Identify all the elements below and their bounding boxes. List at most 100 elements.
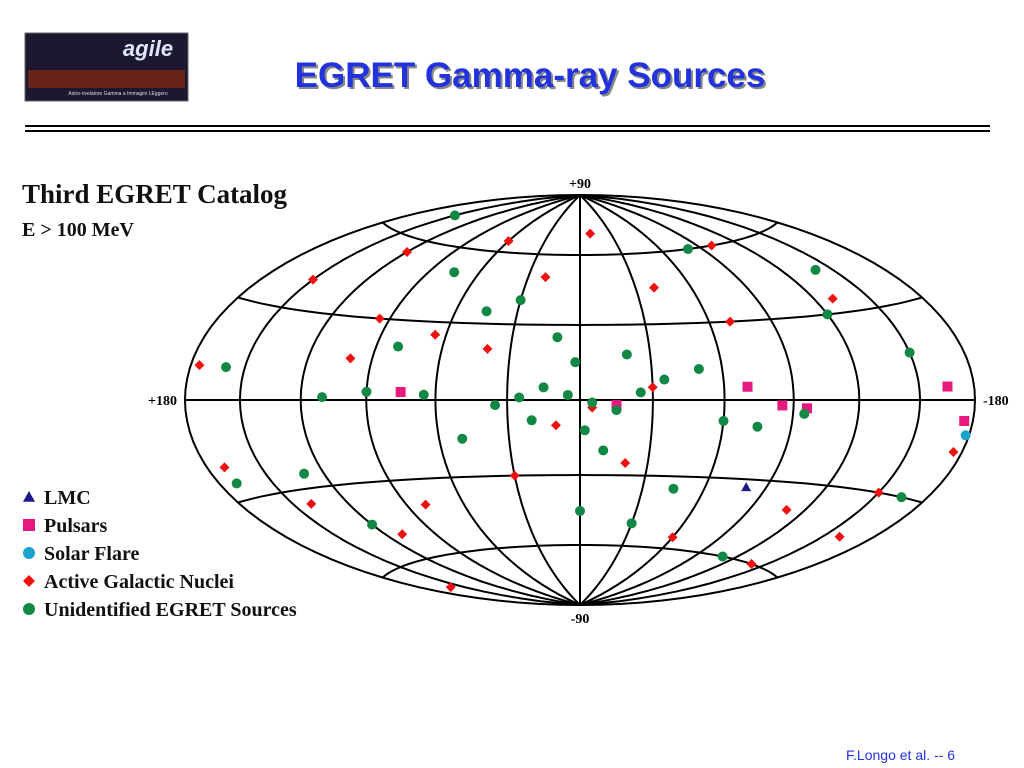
slide-title: EGRET Gamma-ray Sources xyxy=(295,56,766,95)
source xyxy=(896,492,907,503)
source xyxy=(449,267,460,278)
parallel xyxy=(237,473,923,504)
logo-caption: Astro-rivelatore Gamma a Immagini LEgger… xyxy=(68,91,167,97)
source xyxy=(299,468,310,479)
source xyxy=(801,403,812,414)
source xyxy=(626,518,637,529)
legend-label: Active Galactic Nuclei xyxy=(44,571,234,593)
source xyxy=(948,446,959,457)
sky-map: +180 -180 +90 -90 LMC Pulsars Solar Flare Activ… xyxy=(23,177,1009,627)
logo-band xyxy=(28,70,185,88)
source xyxy=(550,420,561,431)
title-shadow: EGRET Gamma-ray Sources xyxy=(297,58,768,97)
source xyxy=(742,381,753,392)
source xyxy=(503,236,514,247)
source xyxy=(490,400,501,411)
source xyxy=(598,445,609,456)
source xyxy=(942,381,953,392)
source xyxy=(457,433,468,444)
source xyxy=(620,457,631,468)
x-tick-label: +180 xyxy=(148,394,177,409)
source xyxy=(219,462,230,473)
source xyxy=(367,519,378,530)
source xyxy=(397,529,408,540)
source xyxy=(611,400,622,411)
y-tick-label: +90 xyxy=(569,177,591,192)
source xyxy=(526,415,537,426)
source xyxy=(873,487,884,498)
source xyxy=(374,313,385,324)
source xyxy=(827,293,838,304)
source xyxy=(481,306,492,317)
source xyxy=(345,353,356,364)
chart-title: Third EGRET Catalog xyxy=(22,179,288,209)
legend-marker xyxy=(23,491,35,502)
source xyxy=(706,240,717,251)
legend-marker xyxy=(23,575,35,587)
legend-marker xyxy=(23,519,35,531)
source xyxy=(693,363,704,374)
source xyxy=(552,332,563,343)
source xyxy=(822,309,833,320)
source xyxy=(725,316,736,327)
source xyxy=(667,532,678,543)
source xyxy=(718,415,729,426)
source xyxy=(509,470,520,481)
source xyxy=(575,505,585,516)
source xyxy=(231,478,242,489)
legend-label: Unidentified EGRET Sources xyxy=(44,599,297,621)
legend-label: Solar Flare xyxy=(44,543,139,565)
legend-label: Pulsars xyxy=(44,515,108,537)
source xyxy=(418,389,429,400)
x-tick-label: -180 xyxy=(983,394,1009,409)
source xyxy=(538,382,549,393)
source xyxy=(445,582,456,593)
source xyxy=(307,274,318,285)
source xyxy=(647,382,658,393)
source xyxy=(220,362,231,373)
source xyxy=(777,400,788,411)
source xyxy=(621,349,632,360)
logo-text: agile xyxy=(123,36,173,61)
source xyxy=(799,408,810,419)
source xyxy=(611,405,622,416)
chart-subtitle: E > 100 MeV xyxy=(22,219,134,241)
source xyxy=(482,343,493,354)
legend-label: LMC xyxy=(44,487,91,509)
source xyxy=(306,498,317,509)
source xyxy=(752,421,763,432)
source xyxy=(659,374,670,385)
source xyxy=(635,387,646,398)
parallel xyxy=(381,221,779,256)
source xyxy=(430,329,441,340)
source xyxy=(317,392,328,403)
source xyxy=(960,430,971,441)
source xyxy=(781,504,792,515)
source xyxy=(682,244,693,255)
source xyxy=(570,357,581,368)
source xyxy=(361,386,372,397)
source xyxy=(717,551,728,562)
source xyxy=(393,341,404,352)
legend-marker xyxy=(23,603,35,615)
source xyxy=(395,386,406,397)
logo-box xyxy=(24,32,189,102)
source xyxy=(540,272,551,283)
source xyxy=(834,531,845,542)
source xyxy=(668,483,679,494)
y-tick-label: -90 xyxy=(571,612,590,627)
source xyxy=(515,295,526,306)
source xyxy=(402,246,413,257)
source xyxy=(562,389,573,400)
legend-marker xyxy=(23,547,35,559)
source xyxy=(649,282,660,293)
source xyxy=(587,397,598,408)
source xyxy=(741,482,752,492)
source xyxy=(579,425,590,436)
source xyxy=(449,210,460,221)
source xyxy=(194,360,205,371)
source xyxy=(904,347,915,358)
parallel xyxy=(381,544,779,579)
